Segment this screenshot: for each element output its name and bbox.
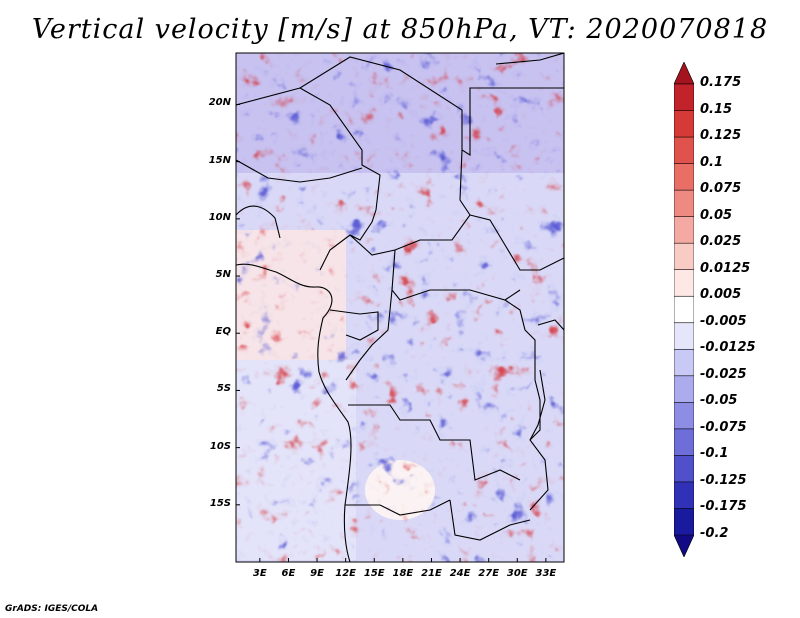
border-lakes — [529, 369, 549, 511]
colorbar-segment — [674, 110, 694, 138]
border-sahel — [236, 159, 363, 183]
lat-label: 15S — [209, 497, 231, 509]
lon-label: 12E — [335, 568, 357, 579]
lon-label: 27E — [478, 568, 500, 579]
border-sudan — [469, 214, 564, 271]
border-chad — [319, 149, 471, 271]
colorbar-segment — [674, 508, 694, 536]
country-borders — [236, 53, 564, 562]
colorbar-segment — [674, 83, 694, 112]
colorbar-segment — [674, 216, 694, 244]
colorbar-label: -0.025 — [700, 366, 747, 382]
colorbar-segment — [674, 269, 694, 298]
lon-label: 18E — [392, 568, 414, 579]
colorbar-label: -0.2 — [700, 526, 729, 541]
lon-label: 33E — [535, 568, 557, 579]
colorbar-label: -0.175 — [700, 499, 747, 515]
credit-text: GrADS: IGES/COLA — [5, 604, 99, 614]
colorbar-label: -0.1 — [700, 446, 729, 462]
colorbar-segment — [674, 62, 694, 85]
colorbar-segment — [674, 295, 694, 324]
border-niger — [299, 87, 381, 211]
border-angola — [348, 404, 521, 481]
border-nigeria — [349, 209, 377, 241]
lon-label: 3E — [252, 568, 267, 579]
colorbar-label: -0.125 — [700, 472, 747, 488]
lat-label: 5S — [216, 383, 231, 395]
colorbar-segment — [674, 189, 694, 218]
border-zambia — [449, 499, 531, 541]
colorbar-label: -0.075 — [700, 419, 747, 435]
border-east — [504, 299, 541, 441]
lon-label: 24E — [449, 568, 471, 579]
colorbar-label: -0.005 — [700, 313, 747, 329]
border-namibia — [345, 499, 451, 516]
border-gabon — [329, 309, 379, 341]
colorbar-label: 0.0125 — [700, 260, 751, 276]
colorbar — [674, 62, 694, 557]
lat-label: EQ — [215, 326, 231, 338]
lon-label: 21E — [421, 568, 442, 579]
colorbar-label: 0.1 — [700, 154, 724, 170]
colorbar-label: -0.05 — [700, 393, 738, 409]
colorbar-segment — [674, 242, 694, 271]
lon-label: 30E — [506, 568, 528, 579]
colorbar-label: 0.125 — [700, 128, 742, 144]
border-uganda — [537, 319, 564, 331]
velocity-field — [236, 53, 564, 562]
colorbar-label: 0.075 — [700, 181, 742, 197]
colorbar-segment — [674, 402, 694, 430]
colorbar-segment — [674, 428, 694, 457]
border-west — [236, 205, 281, 239]
colorbar-label: 0.175 — [700, 75, 742, 90]
lon-label: 15E — [363, 568, 385, 579]
coastline-west — [236, 263, 352, 562]
lon-label: 9E — [310, 568, 324, 579]
map-frame — [235, 52, 565, 563]
colorbar-segment — [674, 348, 694, 377]
map-title: Vertical velocity [m/s] at 850hPa, VT: 2… — [31, 14, 769, 45]
lat-label: 20N — [208, 97, 231, 109]
lat-label: 5N — [215, 269, 231, 281]
colorbar-segment — [674, 481, 694, 510]
border-north — [495, 53, 564, 65]
colorbar-label: 0.025 — [700, 234, 742, 250]
border-congo — [345, 289, 393, 381]
colorbar-segment — [674, 163, 694, 191]
colorbar-label: 0.005 — [700, 287, 742, 303]
lon-label: 6E — [281, 568, 296, 579]
colorbar-segment — [674, 136, 694, 165]
colorbar-label: -0.0125 — [700, 340, 756, 356]
colorbar-segment — [674, 455, 694, 483]
colorbar-segment — [674, 322, 694, 351]
lat-label: 10S — [209, 440, 231, 452]
colorbar-label: 0.05 — [700, 207, 733, 223]
lat-label: 10N — [208, 211, 231, 223]
colorbar-segment — [674, 534, 694, 557]
colorbar-segment — [674, 375, 694, 404]
colorbar-label: 0.15 — [700, 101, 733, 117]
lat-label: 15N — [208, 154, 231, 166]
border-sahara — [236, 56, 564, 156]
